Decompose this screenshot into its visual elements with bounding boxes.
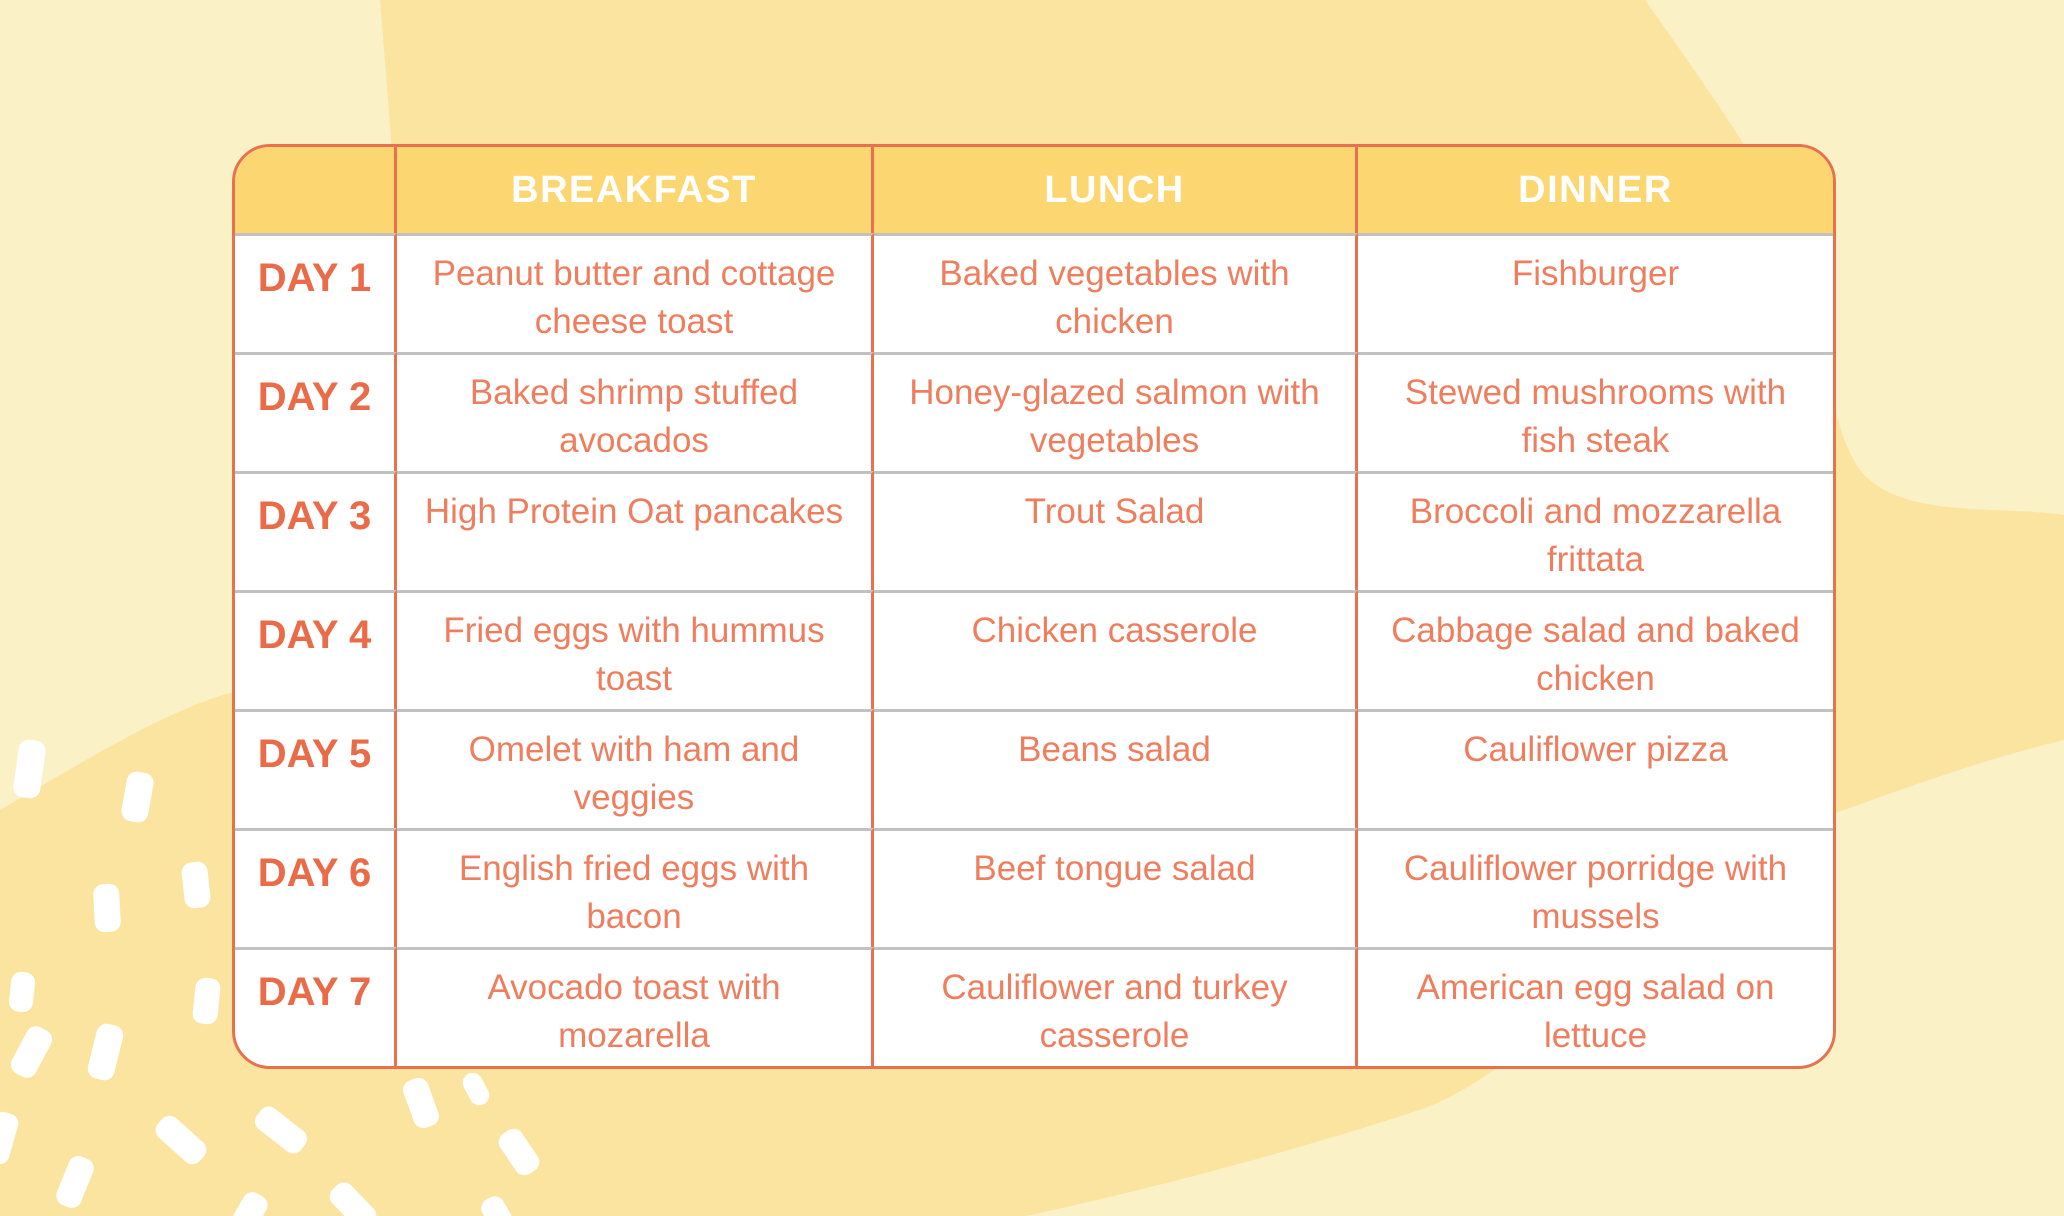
day-label: DAY 3 xyxy=(235,471,397,590)
meal-cell-dinner: Cauliflower pizza xyxy=(1358,709,1833,828)
meal-table-grid: BREAKFAST LUNCH DINNER DAY 1 Peanut butte… xyxy=(235,147,1833,1066)
meal-cell-lunch: Beef tongue salad xyxy=(874,828,1358,947)
column-header-lunch: LUNCH xyxy=(874,147,1358,233)
confetti-dash xyxy=(92,883,122,933)
confetti-dash xyxy=(250,1102,312,1158)
meal-cell-lunch: Trout Salad xyxy=(874,471,1358,590)
meal-plan-table: BREAKFAST LUNCH DINNER DAY 1 Peanut butte… xyxy=(232,144,1836,1069)
confetti-dash xyxy=(180,860,212,910)
meal-cell-lunch: Cauliflower and turkey casserole xyxy=(874,947,1358,1066)
confetti-dash xyxy=(53,1153,97,1211)
meal-cell-breakfast: Peanut butter and cottage cheese toast xyxy=(397,233,874,352)
meal-cell-breakfast: High Protein Oat pancakes xyxy=(397,471,874,590)
meal-cell-breakfast: Baked shrimp stuffed avocados xyxy=(397,352,874,471)
confetti-dash xyxy=(477,1192,519,1216)
meal-cell-dinner: Cauliflower porridge with mussels xyxy=(1358,828,1833,947)
confetti-dash xyxy=(191,976,222,1026)
day-label: DAY 1 xyxy=(235,233,397,352)
confetti-dash xyxy=(85,1021,126,1083)
confetti-dash xyxy=(7,970,37,1014)
meal-cell-dinner: American egg salad on lettuce xyxy=(1358,947,1833,1066)
confetti-dash xyxy=(325,1178,381,1216)
meal-cell-dinner: Fishburger xyxy=(1358,233,1833,352)
confetti-dash xyxy=(7,1022,56,1082)
day-label: DAY 7 xyxy=(235,947,397,1066)
confetti-dash xyxy=(494,1124,544,1180)
meal-cell-breakfast: English fried eggs with bacon xyxy=(397,828,874,947)
confetti-dash xyxy=(0,1109,21,1167)
confetti-dash xyxy=(151,1111,211,1169)
meal-cell-breakfast: Omelet with ham and veggies xyxy=(397,709,874,828)
confetti-dash xyxy=(226,1188,272,1216)
column-header-breakfast: BREAKFAST xyxy=(397,147,874,233)
confetti-dash xyxy=(459,1069,493,1109)
day-label: DAY 6 xyxy=(235,828,397,947)
meal-cell-breakfast: Avocado toast with mozarella xyxy=(397,947,874,1066)
meal-cell-lunch: Baked vegetables with chicken xyxy=(874,233,1358,352)
column-header-day xyxy=(235,147,397,233)
column-header-dinner: DINNER xyxy=(1358,147,1833,233)
confetti-dash xyxy=(12,738,47,800)
meal-cell-lunch: Honey-glazed salmon with vegetables xyxy=(874,352,1358,471)
meal-cell-dinner: Stewed mushrooms with fish steak xyxy=(1358,352,1833,471)
confetti-dash xyxy=(119,770,156,824)
confetti-dash xyxy=(400,1075,442,1131)
day-label: DAY 5 xyxy=(235,709,397,828)
meal-cell-breakfast: Fried eggs with hummus toast xyxy=(397,590,874,709)
meal-cell-lunch: Beans salad xyxy=(874,709,1358,828)
day-label: DAY 4 xyxy=(235,590,397,709)
meal-cell-dinner: Cabbage salad and baked chicken xyxy=(1358,590,1833,709)
meal-cell-lunch: Chicken casserole xyxy=(874,590,1358,709)
day-label: DAY 2 xyxy=(235,352,397,471)
meal-cell-dinner: Broccoli and mozzarella frittata xyxy=(1358,471,1833,590)
